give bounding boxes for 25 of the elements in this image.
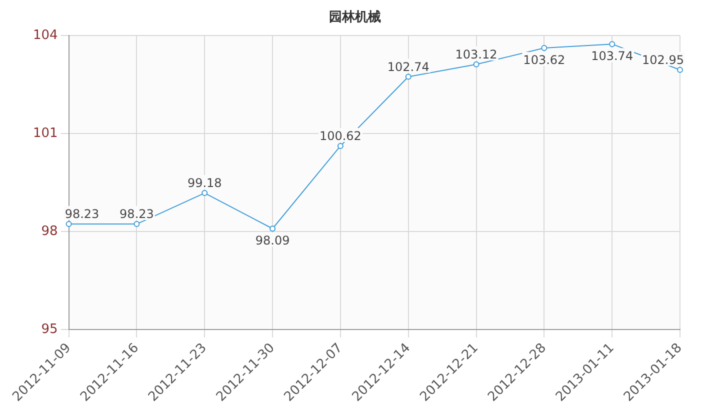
y-tick-label: 101 <box>32 126 58 141</box>
data-label: 103.62 <box>523 53 566 68</box>
data-label: 102.95 <box>642 52 684 67</box>
data-label: 98.09 <box>255 234 290 248</box>
point <box>405 74 412 80</box>
data-label: 100.62 <box>319 128 362 143</box>
y-tick-label: 104 <box>32 28 58 43</box>
point <box>473 61 480 68</box>
point <box>66 221 72 228</box>
point <box>202 190 208 196</box>
data-label: 103.12 <box>455 47 498 62</box>
point <box>270 226 276 232</box>
point <box>677 66 683 73</box>
data-label: 98.23 <box>120 207 154 222</box>
data-label: 99.18 <box>187 176 222 190</box>
data-label: 103.74 <box>591 49 634 64</box>
y-tick-label: 98 <box>41 224 58 239</box>
data-label: 102.74 <box>387 60 430 74</box>
y-tick-label: 95 <box>41 322 58 337</box>
data-label: 98.23 <box>64 207 100 222</box>
point <box>541 45 548 52</box>
chart-title: 园林机械 <box>329 10 381 26</box>
point <box>337 142 344 149</box>
point <box>134 221 140 228</box>
point <box>609 41 616 48</box>
